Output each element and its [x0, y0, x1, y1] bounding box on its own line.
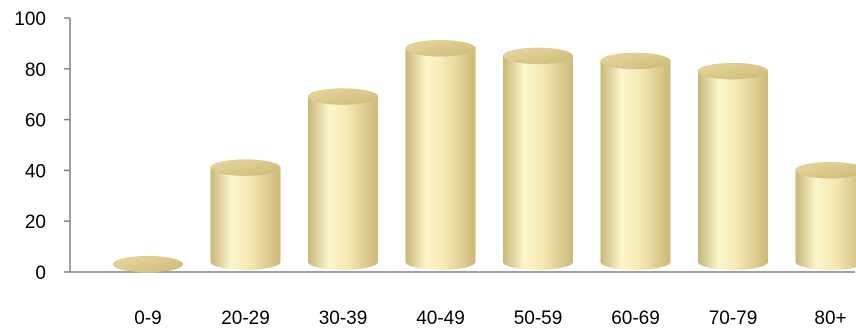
x-tick-label: 20-29: [221, 308, 270, 329]
bar-top: [502, 47, 574, 65]
y-tick-label: 80: [25, 60, 46, 81]
x-tick-label: 40-49: [416, 308, 465, 329]
y-tick-label: 60: [25, 111, 46, 132]
bar-body: [698, 71, 768, 271]
bar-body: [795, 170, 856, 270]
bar-body: [308, 96, 378, 270]
bar: [307, 88, 379, 270]
bar: [210, 159, 281, 270]
x-tick-labels: 0-9 20-29 30-39 40-49 50-59 60-69 70-79 80+: [134, 308, 846, 329]
x-tick-label: 50-59: [514, 308, 563, 329]
bar-top: [697, 62, 769, 80]
x-tick-label: 0-9: [134, 308, 161, 329]
bar-top: [210, 159, 281, 176]
bar: [795, 161, 856, 270]
bar: [697, 62, 769, 271]
bar-top: [112, 255, 184, 273]
y-tick-label: 100: [14, 9, 46, 30]
bar-top: [307, 88, 379, 105]
y-axis: 0 20 40 60 80 100: [14, 9, 71, 284]
bar-top: [405, 40, 476, 57]
bar: [405, 40, 476, 270]
x-tick-label: 30-39: [319, 308, 368, 329]
bar-top: [600, 52, 671, 70]
bar-body: [503, 55, 573, 270]
bars: [112, 40, 856, 273]
y-tick-label: 20: [25, 212, 46, 233]
x-tick-label: 80+: [814, 308, 846, 329]
y-tick-label: 40: [25, 161, 46, 182]
bar-body: [600, 61, 671, 270]
bar: [600, 52, 671, 270]
x-tick-label: 70-79: [709, 308, 758, 329]
bar-top: [795, 161, 856, 179]
bar-body: [210, 167, 281, 270]
bar: [502, 47, 574, 270]
y-tick-label: 0: [35, 263, 46, 284]
x-tick-label: 60-69: [611, 308, 660, 329]
bar-body: [405, 48, 476, 270]
bar: [112, 255, 184, 273]
